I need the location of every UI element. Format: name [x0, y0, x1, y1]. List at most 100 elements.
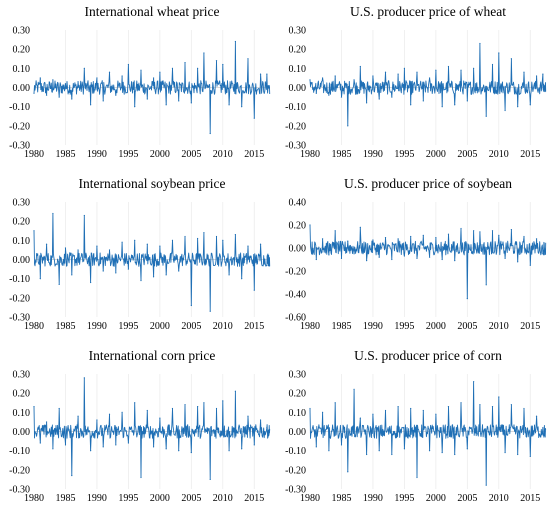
data-point — [33, 92, 35, 94]
data-point — [535, 238, 538, 240]
x-tick-label: 2010 — [489, 321, 509, 332]
chart-panel-4: U.S. producer price of soybean -0.60 -0.40… — [285, 176, 547, 332]
y-tick-label: -0.10 — [9, 274, 30, 285]
x-tick-label: 1990 — [87, 493, 107, 504]
data-point — [115, 444, 117, 446]
data-point — [491, 405, 494, 408]
data-point — [39, 77, 41, 79]
y-tick-label: 0.30 — [13, 198, 31, 209]
y-tick-label: 0.00 — [13, 427, 31, 438]
data-point — [222, 63, 224, 66]
data-point — [309, 79, 311, 81]
data-point — [58, 407, 60, 410]
data-point — [517, 453, 519, 456]
x-tick-label: 2005 — [181, 321, 201, 332]
y-tick-label: 0.20 — [13, 45, 31, 56]
data-point — [64, 444, 67, 446]
data-point — [215, 60, 218, 62]
data-point — [428, 256, 431, 258]
series-line — [33, 377, 271, 480]
x-tick-label: 2005 — [181, 149, 201, 160]
chart-title: U.S. producer price of soybean — [344, 176, 512, 191]
data-point — [391, 96, 393, 98]
data-point — [428, 77, 431, 79]
data-point — [39, 278, 41, 280]
data-point — [33, 230, 35, 232]
y-tick-label: -0.30 — [9, 313, 30, 324]
data-point — [479, 42, 481, 45]
data-point — [266, 264, 268, 266]
data-point — [328, 450, 330, 452]
data-point — [510, 229, 512, 231]
data-point — [45, 243, 48, 245]
data-point — [108, 249, 111, 251]
x-tick-label: 1990 — [87, 149, 107, 160]
x-tick-label: 2000 — [150, 321, 170, 332]
data-point — [102, 100, 104, 102]
data-point — [397, 238, 399, 240]
data-point — [146, 98, 148, 100]
data-point — [184, 61, 186, 64]
data-point — [102, 270, 104, 272]
data-point — [491, 230, 494, 232]
data-point — [460, 227, 462, 230]
chart-title: International corn price — [89, 348, 216, 363]
x-tick-label: 1980 — [24, 321, 44, 332]
data-point — [535, 75, 538, 77]
data-point — [353, 79, 355, 81]
x-tick-label: 2015 — [244, 321, 264, 332]
data-point — [165, 448, 167, 450]
data-point — [372, 75, 374, 77]
data-point — [115, 94, 117, 96]
y-tick-label: 0.10 — [13, 408, 31, 419]
data-point — [45, 94, 48, 96]
data-point — [197, 237, 199, 240]
data-point — [309, 224, 311, 226]
data-point — [259, 243, 262, 245]
data-point — [171, 239, 174, 241]
data-point — [159, 245, 161, 247]
data-point — [403, 448, 405, 450]
data-point — [403, 67, 405, 69]
x-tick-label: 2010 — [489, 493, 509, 504]
y-tick-label: 0.20 — [289, 221, 307, 232]
data-point — [397, 73, 399, 75]
data-point — [347, 471, 349, 473]
x-tick-label: 2015 — [520, 493, 540, 504]
data-point — [33, 405, 35, 408]
chart-title: International soybean price — [79, 176, 226, 191]
x-tick-label: 2015 — [520, 321, 540, 332]
y-tick-label: -0.20 — [9, 465, 30, 476]
data-point — [121, 241, 123, 243]
chart-title: U.S. producer price of wheat — [350, 4, 506, 19]
data-point — [366, 453, 368, 456]
data-point — [466, 298, 468, 300]
data-point — [140, 279, 142, 282]
series-line — [33, 213, 271, 312]
data-point — [152, 446, 155, 448]
x-tick-label: 1985 — [331, 149, 351, 160]
data-point — [535, 415, 538, 417]
y-tick-label: 0.00 — [289, 244, 307, 255]
x-tick-label: 1995 — [118, 321, 138, 332]
x-tick-label: 1985 — [331, 321, 351, 332]
data-point — [435, 69, 437, 71]
data-point — [184, 404, 186, 406]
data-point — [134, 239, 136, 241]
data-point — [197, 67, 199, 69]
data-point — [315, 92, 317, 94]
data-point — [517, 106, 519, 108]
data-point — [190, 102, 192, 104]
data-point — [45, 421, 48, 423]
data-point — [466, 448, 468, 450]
data-point — [479, 404, 481, 406]
y-tick-label: -0.30 — [285, 485, 306, 496]
data-point — [366, 260, 368, 262]
chart-panel-2: U.S. producer price of wheat -0.30 -0.20 -0… — [285, 4, 547, 160]
y-tick-label: 0.40 — [289, 198, 307, 209]
x-tick-label: 1985 — [55, 321, 75, 332]
data-point — [253, 117, 255, 119]
x-tick-label: 2000 — [426, 149, 446, 160]
data-point — [190, 451, 192, 454]
data-point — [108, 413, 111, 415]
